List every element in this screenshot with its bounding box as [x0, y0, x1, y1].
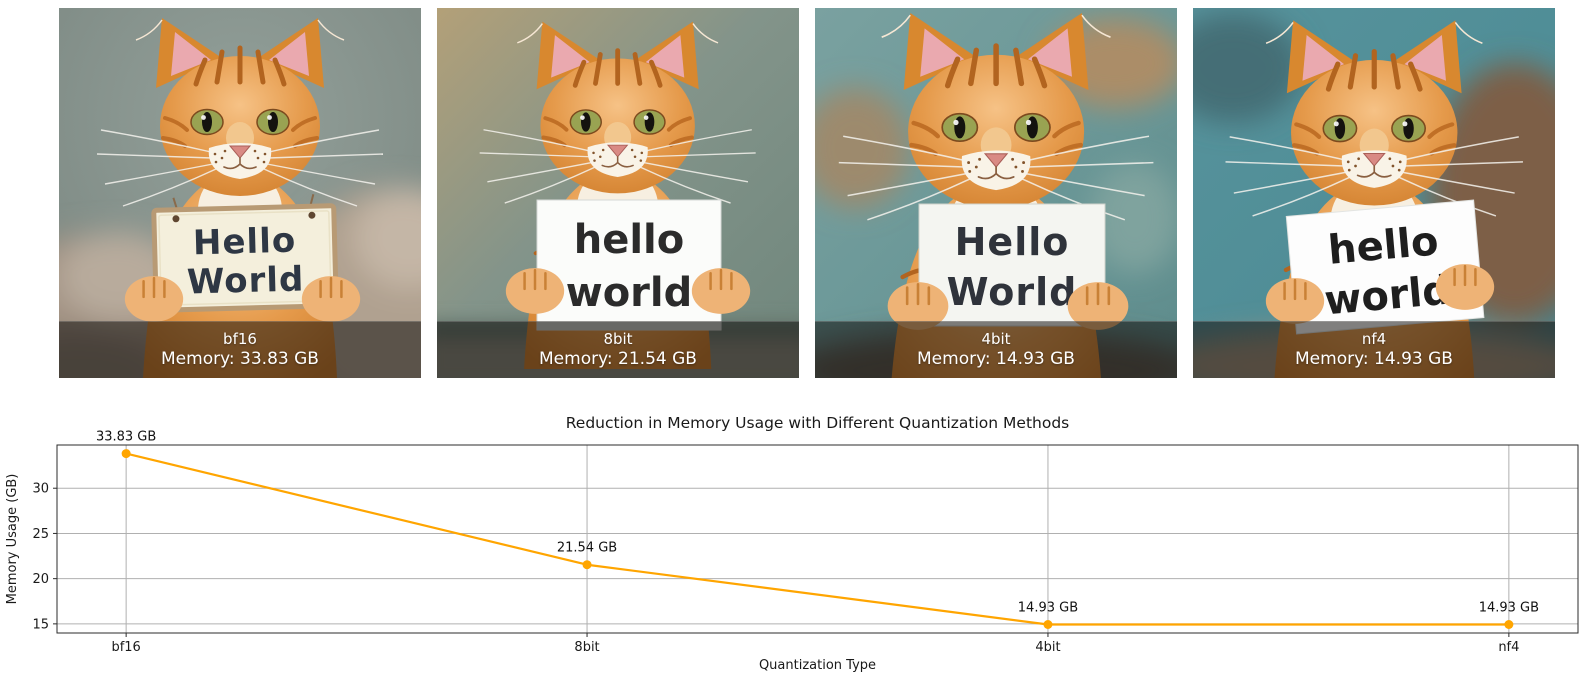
- x-tick-label: nf4: [1498, 640, 1519, 655]
- x-axis-label: Quantization Type: [759, 658, 876, 673]
- quantization-label: nf4: [1361, 330, 1387, 349]
- sign-text-line2: world: [566, 270, 693, 316]
- chart-title: Reduction in Memory Usage with Different…: [566, 414, 1070, 432]
- y-tick-label: 15: [32, 617, 49, 632]
- image-grid: Hello World bf16 Memory: 33.83 GB: [59, 8, 1555, 378]
- image-panel-bf16: Hello World bf16 Memory: 33.83 GB: [59, 8, 421, 378]
- plot-frame: [56, 444, 1579, 634]
- x-tick-label: bf16: [111, 640, 140, 655]
- image-panel-nf4: hello world nf4 Memory: 14.93 GB: [1193, 8, 1555, 378]
- x-tick-label: 8bit: [574, 640, 599, 655]
- quantization-label: 8bit: [603, 330, 633, 349]
- sign-text-line1: hello: [1326, 218, 1440, 273]
- sign-text-line2: world: [1323, 267, 1453, 324]
- x-tick-label: 4bit: [1035, 640, 1060, 655]
- data-point-marker: [1504, 619, 1514, 629]
- memory-usage-label: Memory: 33.83 GB: [161, 348, 319, 369]
- hello-world-sign: Hello World: [151, 193, 339, 313]
- data-point-label: 14.93 GB: [1018, 600, 1078, 615]
- data-point-label: 21.54 GB: [557, 541, 617, 556]
- image-caption: bf16 Memory: 33.83 GB: [59, 321, 421, 378]
- sign-text-line1: Hello: [192, 221, 296, 264]
- memory-usage-line: [125, 452, 1510, 626]
- y-axis-label: Memory Usage (GB): [5, 474, 20, 605]
- data-point-marker: [1043, 619, 1053, 629]
- image-panel-8bit: hello world 8bit Memory: 21.54 GB: [437, 8, 799, 378]
- sign-text-line2: World: [186, 259, 304, 302]
- quantization-label: 4bit: [981, 330, 1011, 349]
- cat-photo-4bit: Hello World: [815, 8, 1177, 378]
- hello-world-sign: hello world: [536, 199, 722, 331]
- memory-usage-label: Memory: 14.93 GB: [917, 348, 1075, 369]
- memory-usage-label: Memory: 21.54 GB: [539, 348, 697, 369]
- image-caption: 8bit Memory: 21.54 GB: [437, 321, 799, 378]
- line-chart: bf16 8bit 4bit nf4 15 20 25 30 33.83 GB 21.54 GB 1…: [5, 414, 1579, 673]
- data-point-label: 33.83 GB: [96, 430, 156, 445]
- memory-usage-chart: bf16 8bit 4bit nf4 15 20 25 30 33.83 GB 21.54 GB 1…: [0, 405, 1589, 688]
- image-caption: nf4 Memory: 14.93 GB: [1193, 321, 1555, 378]
- sign-text-line2: World: [947, 270, 1078, 314]
- sign-text-line1: Hello: [955, 220, 1070, 264]
- cat-photo-nf4: hello world: [1193, 8, 1555, 378]
- memory-usage-label: Memory: 14.93 GB: [1295, 348, 1453, 369]
- image-caption: 4bit Memory: 14.93 GB: [815, 321, 1177, 378]
- quantization-label: bf16: [223, 330, 257, 349]
- y-tick-label: 30: [32, 482, 49, 497]
- y-tick-label: 25: [32, 527, 49, 542]
- data-point-marker: [121, 449, 131, 459]
- data-point-marker: [582, 560, 592, 570]
- sign-text-line1: hello: [574, 217, 685, 263]
- data-point-label: 14.93 GB: [1479, 600, 1539, 615]
- hello-world-sign: hello world: [1285, 199, 1485, 335]
- image-panel-4bit: Hello World 4bit Memory: 14.93 GB: [815, 8, 1177, 378]
- y-tick-label: 20: [32, 572, 49, 587]
